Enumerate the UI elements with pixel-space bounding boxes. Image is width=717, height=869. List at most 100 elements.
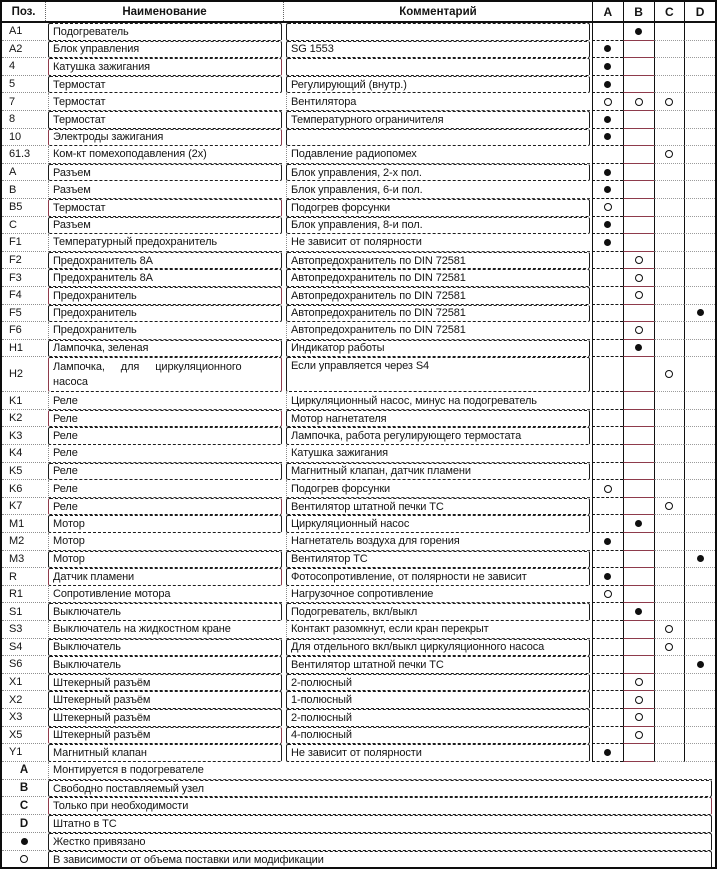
open-circle-icon <box>665 370 674 379</box>
open-circle-icon <box>634 273 643 282</box>
mark-cell-a <box>592 110 623 129</box>
comment-cell: Индикатор работы <box>284 339 592 358</box>
name-cell: Разъем <box>46 216 284 235</box>
mark-cell-b <box>622 234 654 252</box>
table-row: K4 Реле Катушка зажигания <box>2 445 715 463</box>
mark-cell-a <box>592 673 623 692</box>
comment-cell: Нагрузочное сопротивление <box>284 585 592 604</box>
name-cell: Лампочка, зеленая <box>46 339 284 358</box>
filled-dot-icon <box>696 309 704 317</box>
comment-box <box>286 58 590 76</box>
table-row: K3 Реле Лампочка, работа регулирующего тер… <box>2 427 715 446</box>
mark-cell-c <box>653 550 685 569</box>
comment-cell: Катушка зажигания <box>284 445 592 463</box>
name-box: Реле <box>48 445 282 463</box>
table-row: A1 Подогреватель <box>2 23 715 41</box>
comment-box: 1-полюсный <box>286 691 590 709</box>
comment-box: Подогрев форсунки <box>286 480 590 498</box>
table-row: R1 Сопротивление мотора Нагрузочное сопрот… <box>2 585 715 604</box>
mark-cell-c <box>653 234 685 252</box>
comment-cell: Блок управления, 6-и пол. <box>284 181 592 199</box>
mark-cell-d <box>684 339 715 358</box>
name-box: Реле <box>48 497 282 516</box>
comment-cell: Для отдельного вкл/выкл циркуляционного … <box>284 638 592 657</box>
comment-box: 4-полюсный <box>286 726 590 745</box>
legend-row: Жестко привязано <box>2 833 715 851</box>
name-cell: Предохранитель <box>46 304 284 323</box>
mark-cell-d <box>684 304 715 323</box>
mark-cell-c <box>653 673 685 692</box>
open-circle-icon <box>634 256 643 265</box>
comment-box <box>286 23 590 41</box>
mark-cell-a <box>592 427 623 446</box>
mark-cell-d <box>684 515 715 534</box>
open-circle-icon <box>634 326 643 335</box>
pos-cell: S6 <box>2 656 46 674</box>
name-cell: Выключатель на жидкостном кране <box>46 621 284 639</box>
mark-cell-d <box>684 75 715 94</box>
comment-cell: Подогрев форсунки <box>284 480 592 498</box>
mark-cell-a <box>592 744 623 762</box>
mark-cell-d <box>684 357 715 393</box>
name-box: Мотор <box>48 533 282 551</box>
mark-cell-d <box>684 269 715 287</box>
comment-box: Автопредохранитель по DIN 72581 <box>286 322 590 340</box>
table-row: K5 Реле Магнитный клапан, датчик пламени <box>2 462 715 481</box>
mark-cell-d <box>684 585 715 604</box>
name-box: Выключатель <box>48 638 282 657</box>
mark-cell-a <box>592 23 623 41</box>
name-cell: Термостат <box>46 93 284 111</box>
mark-cell-c <box>653 691 685 709</box>
name-cell: Блок управления <box>46 40 284 59</box>
mark-cell-d <box>684 480 715 498</box>
table-row: F3 Предохранитель 8А Автопредохранитель по… <box>2 269 715 287</box>
mark-cell-d <box>684 23 715 41</box>
mark-cell-a <box>592 621 623 639</box>
pos-cell: F1 <box>2 234 46 252</box>
mark-cell-a <box>592 515 623 534</box>
legend-text: Штатно в ТС <box>48 815 712 834</box>
table-row: M1 Мотор Циркуляционный насос <box>2 515 715 534</box>
mark-cell-d <box>684 234 715 252</box>
mark-cell-c <box>653 568 685 586</box>
comment-box: SG 1553 <box>286 40 590 59</box>
mark-cell-a <box>592 409 623 428</box>
comment-box: Блок управления, 6-и пол. <box>286 181 590 199</box>
mark-cell-d <box>684 181 715 199</box>
mark-cell-d <box>684 128 715 147</box>
mark-cell-b <box>622 40 654 59</box>
comment-box: Индикатор работы <box>286 339 590 358</box>
mark-cell-d <box>684 146 715 164</box>
legend-text: Жестко привязано <box>48 833 712 851</box>
legend-text: Только при необходимости <box>48 797 712 816</box>
table-row: M3 Мотор Вентилятор ТС <box>2 550 715 569</box>
mark-cell-a <box>592 322 623 340</box>
table-row: F6 Предохранитель Автопредохранитель по DI… <box>2 322 715 340</box>
header-mark-d: D <box>684 2 715 21</box>
comment-cell: Фотосопротивление, от полярности не зави… <box>284 568 592 586</box>
pos-cell: A2 <box>2 41 46 59</box>
filled-dot-icon <box>604 45 612 53</box>
name-box: Термостат <box>48 75 282 94</box>
pos-cell: K4 <box>2 445 46 463</box>
mark-cell-a <box>592 726 623 745</box>
name-box: Реле <box>48 462 282 481</box>
mark-cell-d <box>684 392 715 410</box>
filled-dot-icon <box>604 80 612 88</box>
mark-cell-a <box>592 216 623 235</box>
table-row: 4 Катушка зажигания <box>2 58 715 76</box>
mark-cell-b <box>622 621 654 639</box>
table-row: S1 Выключатель Подогреватель, вкл/выкл <box>2 603 715 621</box>
pos-cell: S4 <box>2 639 46 657</box>
mark-cell-a <box>592 603 623 621</box>
pos-cell: R1 <box>2 586 46 604</box>
pos-cell: X2 <box>2 691 46 709</box>
comment-cell: Контакт разомкнут, если кран перекрыт <box>284 621 592 639</box>
comment-box: Регулирующий (внутр.) <box>286 75 590 94</box>
mark-cell-c <box>653 322 685 340</box>
open-circle-icon <box>665 97 674 106</box>
mark-cell-b <box>622 480 654 498</box>
comment-box: Автопредохранитель по DIN 72581 <box>286 269 590 287</box>
mark-cell-d <box>684 40 715 59</box>
comment-cell: 4-полюсный <box>284 726 592 745</box>
